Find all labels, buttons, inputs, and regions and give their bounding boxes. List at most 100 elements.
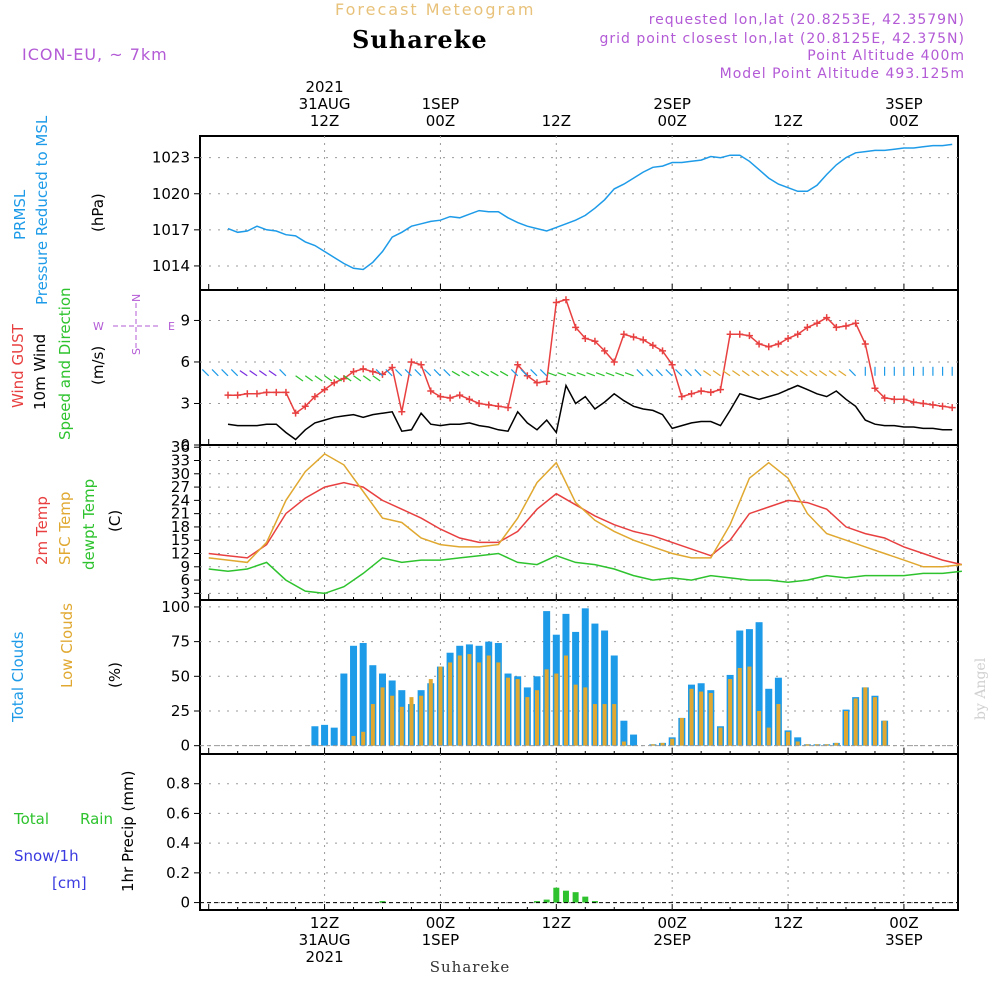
wind-direction-arrow: [818, 370, 828, 377]
wind-direction-arrow: [471, 370, 480, 377]
wind-direction-arrow: [732, 370, 741, 377]
wind-direction-arrow: [433, 368, 441, 377]
gust-point-marker: [591, 337, 599, 345]
gust-point-marker: [813, 319, 821, 327]
gust-point-marker: [610, 358, 618, 366]
low-cloud-bar: [534, 690, 539, 746]
low-cloud-bar: [370, 704, 375, 746]
compass-s: S: [130, 348, 143, 355]
wind-direction-arrow: [451, 370, 461, 377]
bottom-time-label: 00Z: [889, 914, 918, 932]
bottom-time-label: 12Z: [310, 914, 339, 932]
wind-direction-arrow: [490, 370, 499, 377]
low-cloud-bar: [815, 744, 820, 746]
requested-coords: requested lon,lat (20.8253E, 42.3579N): [649, 12, 965, 28]
low-cloud-bar: [428, 679, 433, 746]
sfc-temp-label: SFC Temp: [56, 492, 74, 565]
wind-direction-arrow: [547, 372, 557, 377]
low-cloud-bar: [872, 697, 877, 746]
gust-point-marker: [456, 391, 464, 399]
y-tick-label: 0: [180, 737, 190, 755]
low-cloud-bar: [853, 698, 858, 746]
low-cloud-bar: [409, 697, 414, 746]
wind-10m-label: 10m Wind: [31, 334, 49, 410]
series-line-10m-wind: [227, 383, 953, 441]
low-cloud-bar: [583, 687, 588, 746]
wind-direction-arrow: [201, 368, 210, 377]
y-tick-label: 9: [180, 558, 190, 576]
low-cloud-bar: [496, 662, 501, 746]
wind-direction-arrow: [761, 370, 770, 377]
total-cloud-bar: [630, 734, 638, 746]
wind-direction-arrow: [372, 375, 381, 382]
wind-direction-arrow: [539, 368, 548, 377]
wind-direction-arrow: [848, 368, 857, 377]
panel-frame: [199, 289, 959, 446]
y-tick-label: 9: [180, 311, 190, 329]
low-cloud-bar: [679, 717, 684, 746]
gust-point-marker: [803, 323, 811, 331]
wind-direction-arrow: [362, 375, 371, 382]
gust-point-marker: [620, 330, 628, 338]
gust-point-marker: [243, 390, 251, 398]
gust-point-marker: [881, 394, 889, 402]
series-line-dewpt-temp: [208, 552, 962, 595]
bottom-time-label: 00Z: [657, 914, 686, 932]
gust-point-marker: [301, 402, 309, 410]
gust-point-marker: [948, 404, 956, 412]
gust-point-marker: [504, 404, 512, 412]
gust-point-marker: [388, 364, 396, 371]
wind-direction-arrow: [221, 368, 229, 377]
bottom-station-name: Suhareke: [430, 958, 511, 976]
low-cloud-bar: [670, 738, 675, 746]
gust-point-marker: [253, 390, 261, 398]
low-cloud-bar: [795, 741, 800, 746]
gust-point-marker: [697, 387, 705, 395]
wind-direction-arrow: [566, 372, 576, 377]
low-cloud-bar: [650, 744, 655, 746]
series-line-prmsl: [227, 143, 953, 271]
model-label: ICON-EU, ~ 7km: [22, 45, 168, 64]
low-cloud-bar: [843, 710, 848, 746]
wind-direction-arrow: [520, 368, 528, 377]
total-cloud-bar: [755, 622, 763, 746]
gust-point-marker: [900, 395, 908, 403]
total-cloud-bar: [610, 655, 618, 746]
low-cloud-bar: [361, 731, 366, 746]
low-cloud-bar: [592, 704, 597, 746]
gust-point-marker: [523, 372, 531, 380]
wind-direction-arrow: [375, 368, 383, 377]
precip-bar: [572, 892, 579, 903]
total-cloud-bar: [321, 724, 329, 746]
total-cloud-bar: [350, 645, 358, 746]
temperature-panel: 2m Temp SFC Temp dewpt Temp (C) 36912151…: [33, 438, 963, 602]
precip-bar: [379, 901, 386, 903]
wind-speed-direction-label: Speed and Direction: [56, 287, 74, 440]
bottom-time-label: 1SEP: [422, 931, 460, 949]
wind-direction-arrow: [324, 375, 333, 382]
y-tick-label: 21: [171, 505, 190, 523]
wind-direction-arrow: [838, 370, 847, 377]
dewpt-temp-label: dewpt Temp: [80, 479, 98, 570]
precip-panel: Total Rain Snow/1h [cm] 1hr Precip (mm) …: [13, 753, 959, 912]
panel-frame: [199, 753, 959, 911]
y-tick-label: 50: [171, 667, 190, 685]
gust-point-marker: [407, 358, 415, 366]
top-time-label: 31AUG: [299, 95, 351, 113]
gust-point-marker: [292, 409, 300, 417]
gust-point-marker: [939, 402, 947, 410]
pressure-panel: PRMSL Pressure Reduced to MSL (hPa) 1014…: [11, 115, 959, 305]
wind-direction-arrow: [703, 370, 712, 377]
chart-title: Forecast Meteogram: [335, 0, 535, 19]
y-tick-label: 0.8: [166, 775, 190, 793]
prmsl-label: PRMSL: [11, 189, 29, 240]
wind-direction-arrow: [557, 372, 567, 377]
gust-point-marker: [369, 368, 377, 376]
bottom-time-label: 12Z: [773, 914, 802, 932]
gust-point-marker: [350, 368, 358, 376]
top-time-label: 12Z: [773, 112, 802, 130]
y-tick-label: 33: [171, 452, 190, 470]
